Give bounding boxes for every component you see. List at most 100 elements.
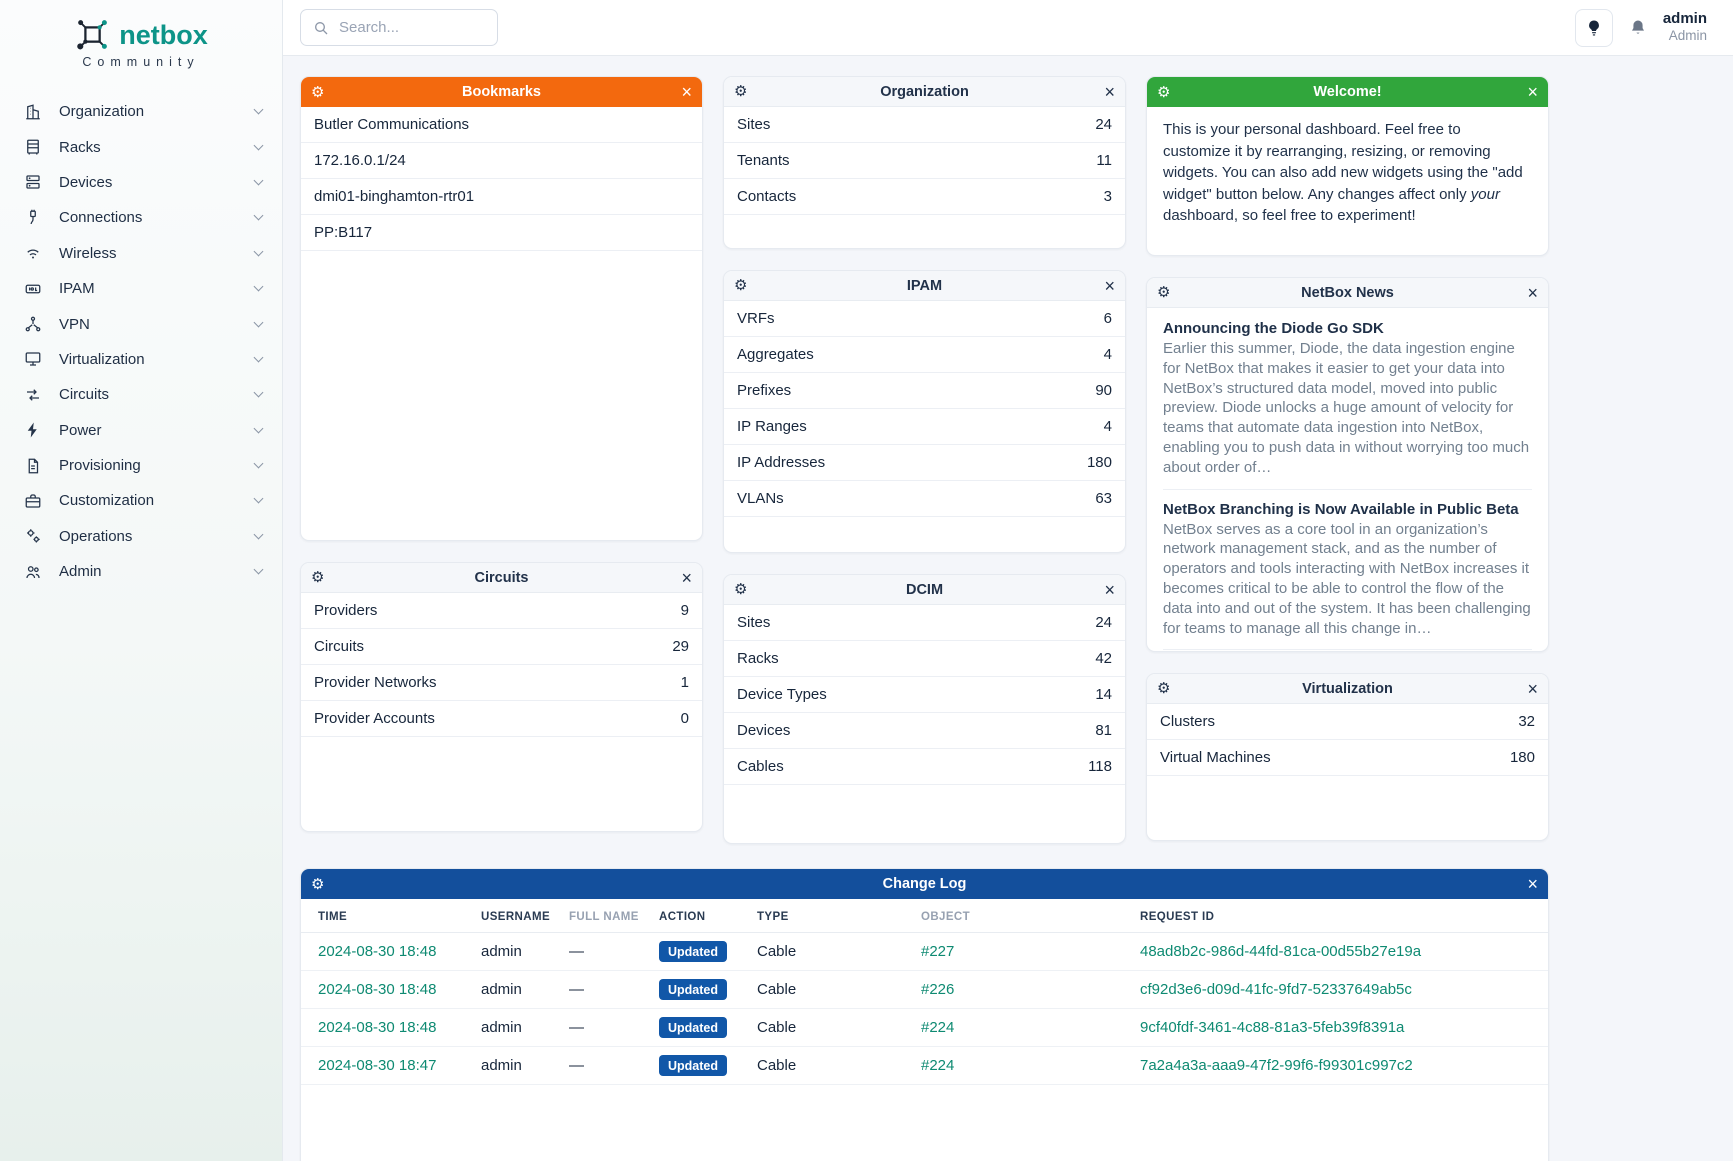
widget-config-button[interactable]: ⚙ bbox=[311, 85, 324, 100]
gear-icon: ⚙ bbox=[1157, 284, 1171, 301]
widget-close-button[interactable]: × bbox=[1527, 83, 1538, 101]
widget-config-button[interactable]: ⚙ bbox=[734, 582, 747, 597]
transfer-arrows-icon bbox=[24, 386, 42, 404]
stat-row: Contacts 3 bbox=[724, 179, 1125, 215]
close-icon: × bbox=[681, 567, 692, 588]
lightning-bolt-icon bbox=[24, 421, 42, 439]
widget-title: DCIM bbox=[905, 581, 944, 598]
news-list: Announcing the Diode Go SDK Earlier this… bbox=[1147, 308, 1548, 651]
bookmark-item[interactable]: PP:B117 bbox=[301, 215, 702, 251]
netbox-logo[interactable]: netbox bbox=[0, 16, 282, 54]
stat-row: Device Types 14 bbox=[724, 677, 1125, 713]
gear-icon: ⚙ bbox=[311, 83, 325, 101]
search-input[interactable] bbox=[339, 19, 485, 36]
column-header-full-name: FULL NAME bbox=[559, 899, 649, 933]
widget-close-button[interactable]: × bbox=[1527, 680, 1538, 698]
news-item-title[interactable]: NetBox Branching is Now Available in Pub… bbox=[1163, 500, 1519, 518]
widget-config-button[interactable]: ⚙ bbox=[1157, 681, 1170, 696]
column-header-time[interactable]: TIME bbox=[301, 899, 471, 933]
theme-toggle-button[interactable] bbox=[1574, 8, 1613, 47]
sidebar-item-customization[interactable]: Customization bbox=[0, 483, 282, 518]
widget-close-button[interactable]: × bbox=[1104, 277, 1115, 295]
widget-config-button[interactable]: ⚙ bbox=[734, 278, 747, 293]
news-item: Announcing the Diode Go SDK Earlier this… bbox=[1163, 320, 1532, 489]
notifications-button[interactable] bbox=[1628, 18, 1648, 38]
column-header-type[interactable]: TYPE bbox=[747, 899, 911, 933]
request-id-link[interactable]: 7a2a4a3a-aaa9-47f2-99f6-f99301c997c2 bbox=[1140, 1057, 1413, 1074]
change-username: admin bbox=[471, 932, 559, 971]
user-menu[interactable]: admin Admin bbox=[1663, 10, 1707, 46]
widget-config-button[interactable]: ⚙ bbox=[734, 84, 747, 99]
chevron-down-icon bbox=[253, 175, 264, 186]
dcim-widget-header: ⚙ DCIM × bbox=[724, 575, 1125, 605]
request-id-link[interactable]: 9cf40fdf-3461-4c88-81a3-5feb39f8391a bbox=[1140, 1019, 1405, 1036]
change-time-link[interactable]: 2024-08-30 18:48 bbox=[318, 981, 437, 998]
table-row: 2024-08-30 18:47 admin — Updated Cable #… bbox=[301, 1046, 1548, 1085]
widget-close-button[interactable]: × bbox=[1104, 83, 1115, 101]
column-header-request-id[interactable]: REQUEST ID bbox=[1130, 899, 1548, 933]
circuits-widget-header: ⚙ Circuits × bbox=[301, 563, 702, 593]
building-icon bbox=[24, 103, 42, 121]
change-object-link[interactable]: #227 bbox=[921, 943, 955, 960]
bookmark-item[interactable]: dmi01-binghamton-rtr01 bbox=[301, 179, 702, 215]
sidebar-item-connections[interactable]: Connections bbox=[0, 200, 282, 235]
bookmarks-widget: ⚙ Bookmarks × Butler Communications 172.… bbox=[300, 76, 703, 541]
sidebar-item-devices[interactable]: Devices bbox=[0, 165, 282, 200]
sidebar-item-organization[interactable]: Organization bbox=[0, 94, 282, 129]
close-icon: × bbox=[1527, 874, 1538, 894]
change-type: Cable bbox=[747, 1008, 911, 1047]
sidebar-item-vpn[interactable]: VPN bbox=[0, 306, 282, 341]
column-header-username[interactable]: USERNAME bbox=[471, 899, 559, 933]
welcome-text: This is your personal dashboard. Feel fr… bbox=[1163, 121, 1523, 225]
main-area: admin Admin ⚙ Bookmarks × Butler Communi… bbox=[283, 0, 1733, 1161]
request-id-link[interactable]: 48ad8b2c-986d-44fd-81ca-00d55b27e19a bbox=[1140, 943, 1422, 960]
sidebar-item-admin[interactable]: Admin bbox=[0, 554, 282, 589]
dcim-widget: ⚙ DCIM × Sites 24 Racks 42 Device Types 14 … bbox=[723, 574, 1126, 844]
chevron-down-icon bbox=[253, 210, 264, 221]
change-username: admin bbox=[471, 970, 559, 1009]
change-username: admin bbox=[471, 1008, 559, 1047]
sidebar-item-power[interactable]: Power bbox=[0, 413, 282, 448]
widget-title: Bookmarks bbox=[462, 84, 541, 100]
ipam-widget-header: ⚙ IPAM × bbox=[724, 271, 1125, 301]
widget-config-button[interactable]: ⚙ bbox=[1157, 85, 1170, 100]
news-item-excerpt: NetBox serves as a core tool in an organ… bbox=[1163, 520, 1531, 637]
news-item-title[interactable]: Announcing the Diode Go SDK bbox=[1163, 320, 1384, 337]
close-icon: × bbox=[1104, 81, 1115, 102]
change-type: Cable bbox=[747, 970, 911, 1009]
ip-address-icon bbox=[24, 280, 42, 298]
sidebar-item-ipam[interactable]: IPAM bbox=[0, 271, 282, 306]
topbar-right: admin Admin bbox=[1574, 8, 1707, 47]
bookmark-item[interactable]: 172.16.0.1/24 bbox=[301, 143, 702, 179]
change-object-link[interactable]: #224 bbox=[921, 1057, 955, 1074]
widget-close-button[interactable]: × bbox=[1104, 581, 1115, 599]
widget-close-button[interactable]: × bbox=[1527, 875, 1538, 893]
change-object-link[interactable]: #226 bbox=[921, 981, 955, 998]
sidebar-item-circuits[interactable]: Circuits bbox=[0, 377, 282, 412]
change-time-link[interactable]: 2024-08-30 18:48 bbox=[318, 1019, 437, 1036]
widget-title: Change Log bbox=[882, 876, 967, 892]
widget-close-button[interactable]: × bbox=[681, 569, 692, 587]
change-object-link[interactable]: #224 bbox=[921, 1019, 955, 1036]
search-box[interactable] bbox=[300, 9, 498, 46]
user-name: admin bbox=[1662, 9, 1707, 27]
widget-config-button[interactable]: ⚙ bbox=[1157, 285, 1170, 300]
table-header-row: TIME USERNAME FULL NAME ACTION TYPE OBJE… bbox=[301, 899, 1548, 933]
bookmark-item[interactable]: Butler Communications bbox=[301, 107, 702, 143]
change-time-link[interactable]: 2024-08-30 18:47 bbox=[318, 1057, 437, 1074]
widget-close-button[interactable]: × bbox=[1527, 284, 1538, 302]
sidebar-item-racks[interactable]: Racks bbox=[0, 129, 282, 164]
action-badge: Updated bbox=[659, 1055, 727, 1076]
sidebar-item-operations[interactable]: Operations bbox=[0, 519, 282, 554]
column-header-action[interactable]: ACTION bbox=[649, 899, 747, 933]
widget-config-button[interactable]: ⚙ bbox=[311, 570, 324, 585]
sidebar-item-virtualization[interactable]: Virtualization bbox=[0, 342, 282, 377]
widget-close-button[interactable]: × bbox=[681, 83, 692, 101]
stat-row: Provider Networks 1 bbox=[301, 665, 702, 701]
stat-row: Racks 42 bbox=[724, 641, 1125, 677]
request-id-link[interactable]: cf92d3e6-d09d-41fc-9fd7-52337649ab5c bbox=[1140, 981, 1412, 998]
sidebar-item-provisioning[interactable]: Provisioning bbox=[0, 448, 282, 483]
widget-config-button[interactable]: ⚙ bbox=[311, 877, 324, 892]
change-time-link[interactable]: 2024-08-30 18:48 bbox=[318, 943, 437, 960]
sidebar-item-wireless[interactable]: Wireless bbox=[0, 236, 282, 271]
